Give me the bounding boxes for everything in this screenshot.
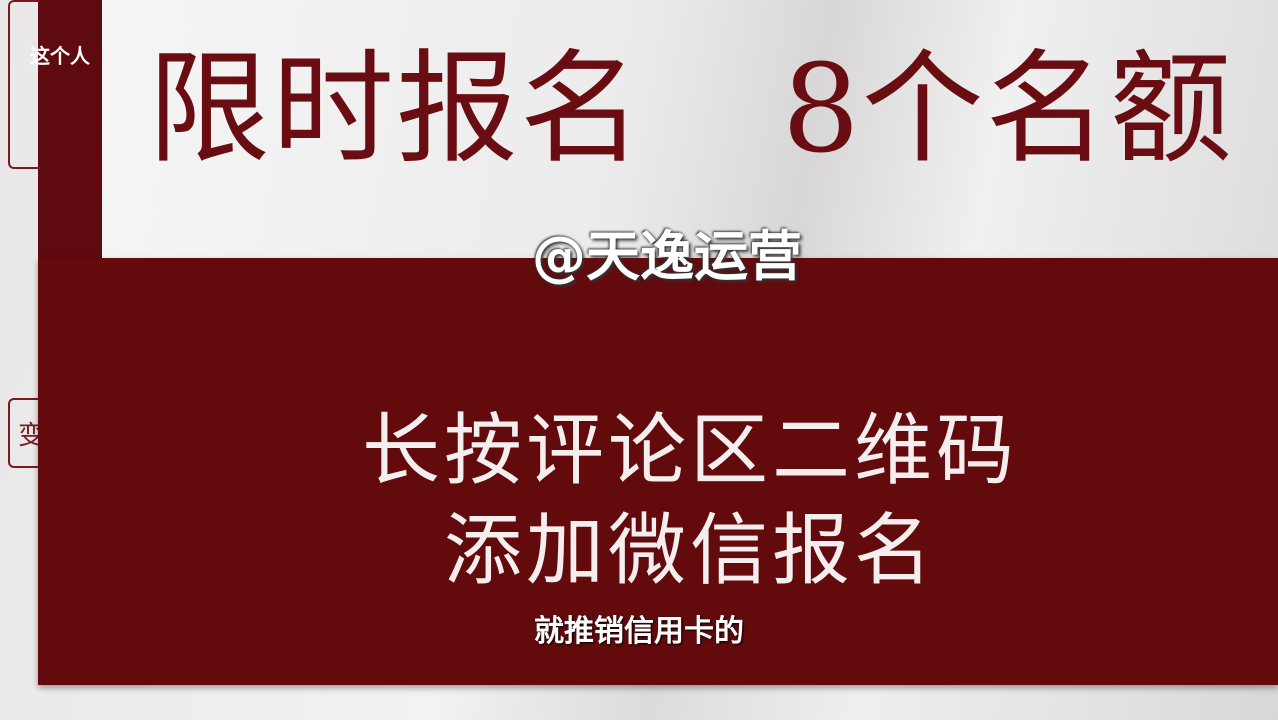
poster-top — [102, 0, 1278, 258]
mindmap-node — [8, 398, 40, 468]
subtitle: 就推销信用卡的 — [534, 614, 744, 649]
instruction: 长按评论区二维码 — [361, 406, 1018, 496]
poster-body — [38, 258, 1278, 685]
headline: 限时报名 — [148, 38, 644, 180]
instruction: 添加微信报名 — [443, 506, 936, 596]
watermark: @天逸运营 — [532, 225, 802, 288]
headline: 8个名额 — [782, 38, 1234, 180]
left-strip — [38, 0, 102, 258]
partial-text: 这个人 — [30, 44, 90, 68]
mindmap-node — [8, 0, 40, 169]
